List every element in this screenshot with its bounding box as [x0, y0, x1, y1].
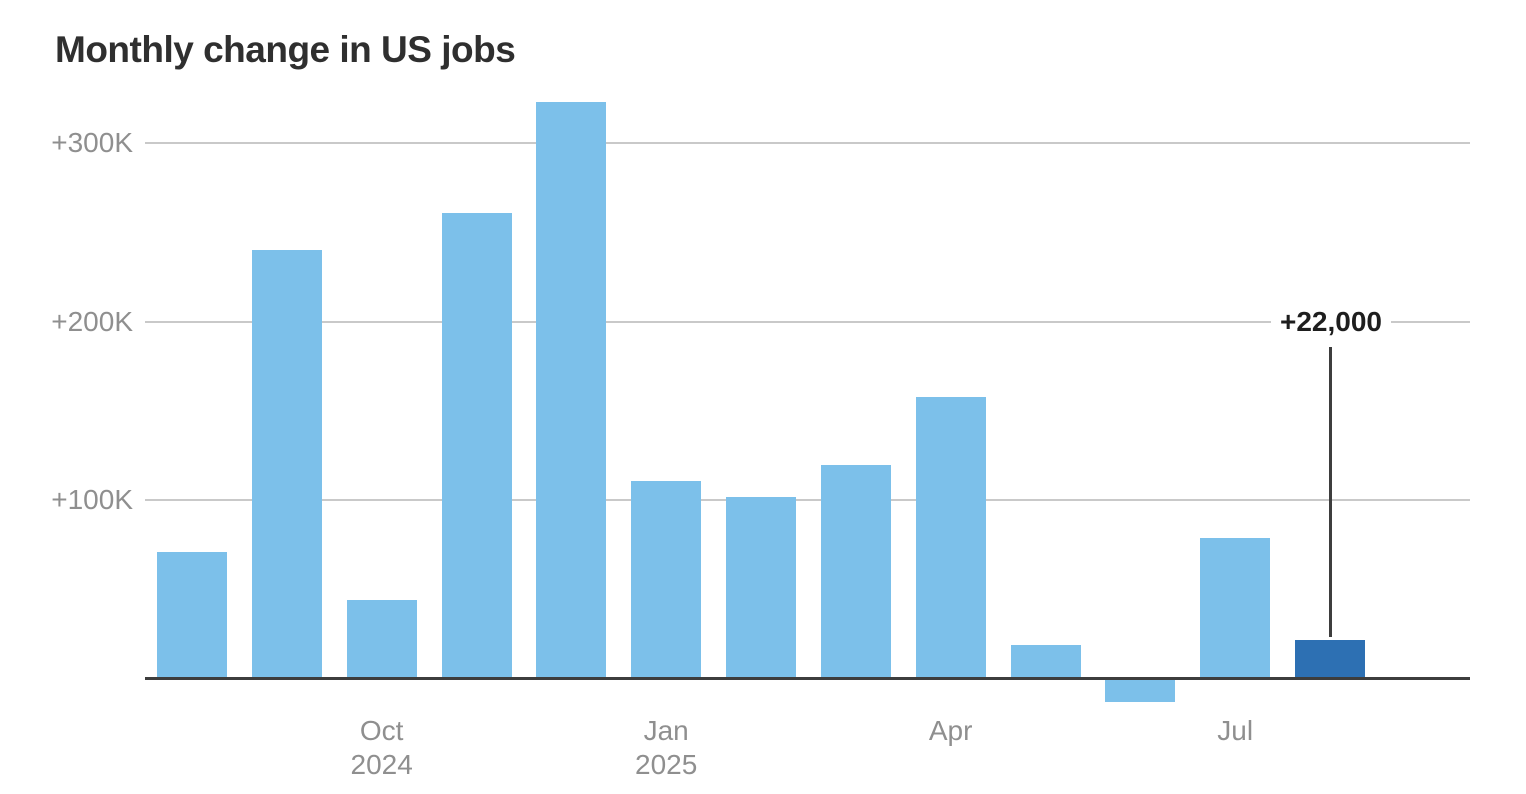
bar-apr-2025	[915, 396, 986, 679]
x-axis-label: Jul	[1155, 714, 1315, 748]
bar-jan-2025	[631, 480, 702, 679]
x-axis-label: Jan 2025	[586, 714, 746, 782]
x-axis-label: Apr	[871, 714, 1031, 748]
x-axis-label-line: 2024	[350, 749, 413, 780]
x-axis-label-line: Jan	[643, 715, 689, 746]
bar-oct-2024	[346, 600, 417, 679]
annotation-value: +22,000	[1271, 306, 1391, 338]
bar-nov-2024	[441, 212, 512, 679]
x-axis-label-line: Oct	[359, 715, 404, 746]
x-axis-label-line: Jul	[1217, 715, 1254, 746]
bar-may-2025	[1010, 645, 1081, 679]
chart-title: Monthly change in US jobs	[55, 29, 516, 70]
bar-sep-2024	[251, 250, 322, 679]
annotation-line	[1328, 347, 1332, 637]
y-axis-label: +100K	[51, 484, 133, 516]
bar-feb-2025	[726, 496, 796, 679]
bar-dec-2024	[536, 101, 607, 679]
y-axis-label: +300K	[51, 127, 133, 158]
bar-aug-2025	[1295, 639, 1365, 679]
x-axis-label-line: Apr	[928, 715, 973, 746]
x-axis-label: Oct 2024	[302, 714, 462, 782]
y-axis-label: +200K	[51, 305, 133, 337]
gridline-200k	[145, 320, 1470, 323]
gridline-100k	[145, 499, 1470, 502]
gridline-300k	[145, 142, 1470, 144]
bar-mar-2025	[820, 464, 891, 679]
bar-jul-2025	[1200, 537, 1271, 679]
x-axis-label-line: 2025	[635, 749, 698, 780]
x-axis-line	[145, 677, 1470, 680]
bar-aug-2024	[157, 552, 227, 679]
bar-jun-2025	[1105, 679, 1176, 703]
